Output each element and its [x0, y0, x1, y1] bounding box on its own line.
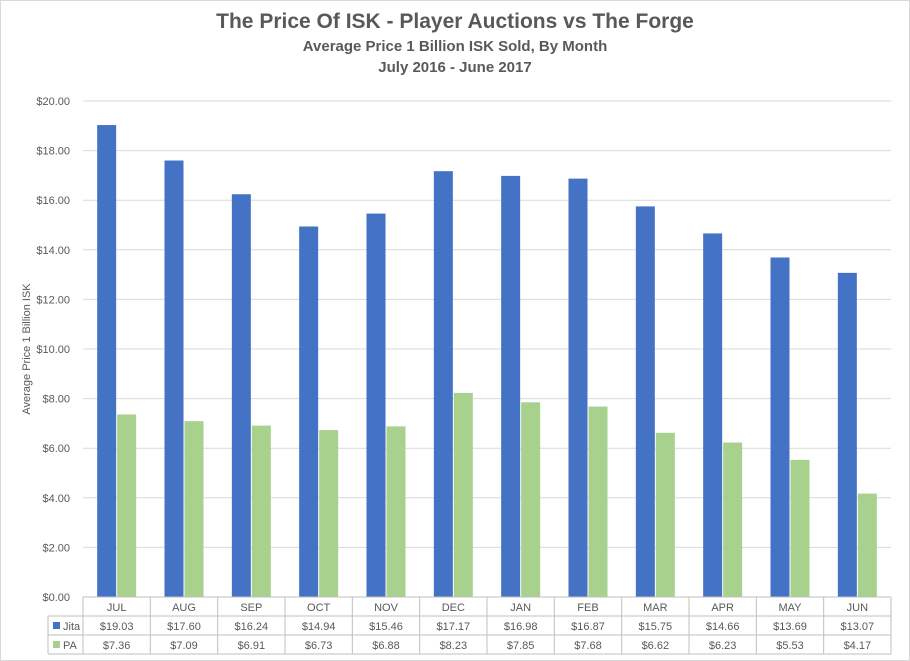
y-tick-label: $12.00 [36, 294, 70, 306]
bar-jita [635, 206, 655, 597]
bar-pa [386, 426, 406, 597]
bar-jita [703, 233, 723, 597]
bar-jita [366, 213, 386, 598]
data-label: $14.94 [302, 621, 336, 633]
data-label: $7.09 [170, 640, 198, 652]
y-tick-label: $18.00 [36, 146, 70, 158]
data-label: $13.69 [773, 621, 807, 633]
bar-jita [164, 160, 184, 597]
x-tick-label: OCT [307, 602, 331, 614]
x-tick-label: JAN [510, 602, 531, 614]
data-label: $16.87 [571, 621, 605, 633]
bars [97, 125, 877, 598]
chart-subtitle: Average Price 1 Billion ISK Sold, By Mon… [302, 38, 608, 55]
legend-label-jita: Jita [63, 621, 81, 633]
data-label: $8.23 [440, 640, 468, 652]
bar-pa [857, 493, 877, 597]
bar-pa [723, 442, 743, 597]
data-label: $6.73 [305, 640, 333, 652]
x-tick-label: AUG [172, 602, 196, 614]
bar-pa [790, 459, 810, 597]
data-label: $6.91 [238, 640, 266, 652]
bar-jita [770, 257, 790, 597]
gridlines [83, 100, 891, 598]
data-label: $4.17 [844, 640, 872, 652]
legend-key-jita [53, 622, 60, 629]
legend-label-pa: PA [63, 640, 78, 652]
data-label: $17.17 [437, 621, 471, 633]
y-axis-label: Average Price 1 Billion ISK [21, 283, 33, 415]
y-tick-label: $0.00 [42, 592, 70, 604]
y-axis-tick-labels: $0.00 $2.00 $4.00 $6.00 $8.00 $10.00 $12.00 $14… [36, 96, 70, 604]
bar-jita [433, 171, 453, 597]
x-tick-label: JUN [847, 602, 868, 614]
data-label: $7.68 [574, 640, 602, 652]
bar-jita [231, 194, 251, 598]
x-tick-label: FEB [577, 602, 598, 614]
x-tick-label: DEC [442, 602, 465, 614]
bar-pa [117, 414, 137, 597]
data-label: $7.36 [103, 640, 131, 652]
chart-title: The Price Of ISK - Player Auctions vs Th… [216, 10, 694, 33]
x-tick-label: APR [711, 602, 734, 614]
bar-jita [837, 272, 857, 597]
y-tick-label: $10.00 [36, 344, 70, 356]
y-tick-label: $4.00 [42, 493, 70, 505]
bar-jita [501, 175, 521, 597]
data-table: JUL AUG SEP OCT NOV DEC JAN FEB MAR APR MAY JUN Jita… [47, 596, 892, 655]
x-tick-label: JUL [107, 602, 127, 614]
data-label: $6.88 [372, 640, 400, 652]
bar-pa [184, 421, 204, 597]
bar-pa [319, 430, 339, 597]
bar-jita [299, 226, 319, 597]
bar-pa [251, 425, 271, 597]
x-tick-label: MAY [778, 602, 802, 614]
data-label: $13.07 [841, 621, 875, 633]
x-tick-label: SEP [240, 602, 262, 614]
data-label: $6.62 [642, 640, 670, 652]
data-label: $19.03 [100, 621, 134, 633]
chart-title-block: The Price Of ISK - Player Auctions vs Th… [0, 8, 910, 78]
data-label: $5.53 [776, 640, 804, 652]
data-label: $6.23 [709, 640, 737, 652]
bar-pa [588, 406, 608, 597]
y-tick-label: $20.00 [36, 96, 70, 108]
data-label: $7.85 [507, 640, 535, 652]
data-label: $14.66 [706, 621, 740, 633]
y-tick-label: $2.00 [42, 542, 70, 554]
bar-pa [521, 402, 541, 597]
data-label: $16.24 [235, 621, 269, 633]
data-label: $16.98 [504, 621, 538, 633]
y-tick-label: $14.00 [36, 245, 70, 257]
bar-pa [453, 392, 473, 597]
data-label: $15.75 [639, 621, 673, 633]
legend-key-pa [53, 641, 60, 648]
x-tick-label: MAR [643, 602, 668, 614]
y-tick-label: $8.00 [42, 394, 70, 406]
data-label: $15.46 [369, 621, 403, 633]
y-tick-label: $6.00 [42, 443, 70, 455]
data-label: $17.60 [167, 621, 201, 633]
chart-date-range: July 2016 - June 2017 [378, 59, 532, 76]
bar-pa [655, 432, 675, 597]
bar-jita [568, 178, 588, 597]
y-tick-label: $16.00 [36, 195, 70, 207]
bar-jita [97, 125, 117, 597]
x-tick-label: NOV [374, 602, 399, 614]
